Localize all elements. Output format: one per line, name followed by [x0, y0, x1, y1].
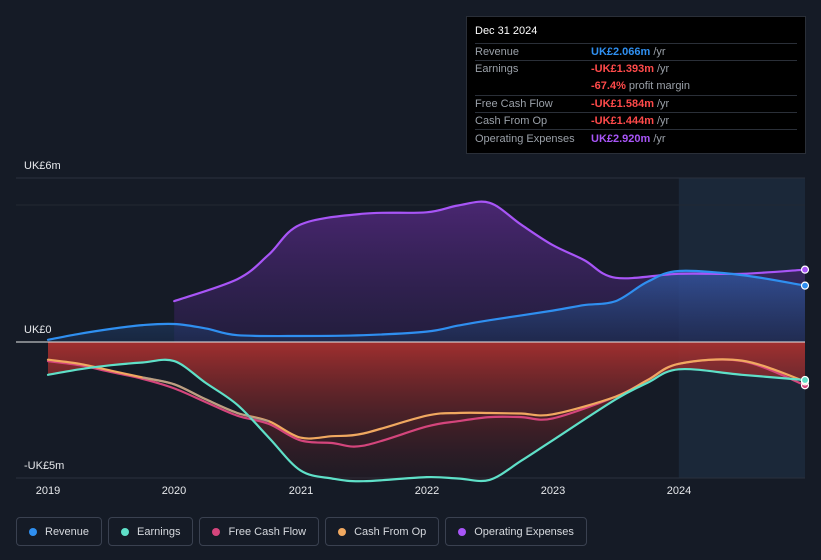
tooltip-unit: /yr	[653, 46, 666, 59]
chart-legend: Revenue Earnings Free Cash Flow Cash Fro…	[16, 517, 587, 546]
tooltip-value: -UK£1.444m	[591, 115, 654, 128]
tooltip-row-earnings: Earnings -UK£1.393m /yr	[475, 60, 797, 77]
legend-dot-icon	[212, 527, 221, 536]
muted-overlap-line	[142, 376, 270, 423]
legend-dot-icon	[121, 527, 130, 536]
tooltip-label: Free Cash Flow	[475, 98, 553, 111]
tooltip-date: Dec 31 2024	[475, 25, 538, 37]
tooltip-unit: /yr	[653, 132, 666, 145]
legend-label: Free Cash Flow	[228, 525, 307, 538]
tooltip-row-profit-margin: -67.4% profit margin	[475, 78, 797, 95]
earnings-area	[48, 342, 805, 482]
operating-expenses-end-point	[800, 265, 810, 274]
tooltip-unit: /yr	[656, 115, 670, 128]
tooltip-label: Cash From Op	[475, 115, 548, 128]
tooltip-label: Revenue	[475, 46, 520, 59]
operating-expenses-line	[173, 200, 807, 303]
legend-label: Cash From Op	[354, 525, 427, 538]
tooltip-unit: /yr	[656, 63, 670, 76]
earnings-end-point	[800, 375, 810, 385]
tooltip-unit: /yr	[656, 98, 670, 111]
y-axis-zero-label: UK£0	[24, 324, 52, 336]
legend-item-free-cash-flow[interactable]: Free Cash Flow	[199, 517, 320, 546]
revenue-end-point	[800, 281, 810, 290]
tooltip-row-revenue: Revenue UK£2.066m /yr	[475, 43, 797, 60]
x-tick-2024: 2024	[666, 485, 692, 497]
tooltip-unit: profit margin	[628, 80, 690, 93]
x-tick-2021: 2021	[288, 485, 314, 497]
tooltip-value: -67.4%	[591, 80, 626, 93]
revenue-area	[48, 270, 805, 342]
tooltip-value: -UK£1.584m	[591, 98, 654, 111]
x-tick-2020: 2020	[161, 485, 187, 497]
legend-dot-icon	[29, 527, 37, 536]
chart-tooltip: Dec 31 2024 Revenue UK£2.066m /yr Earnin…	[466, 16, 806, 154]
legend-item-operating-expenses[interactable]: Operating Expenses	[445, 517, 587, 546]
legend-item-cash-from-op[interactable]: Cash From Op	[325, 517, 440, 546]
legend-dot-icon	[458, 527, 467, 536]
tooltip-value: UK£2.920m	[591, 132, 651, 145]
revenue-line	[46, 269, 807, 341]
tooltip-label: Earnings	[475, 63, 519, 76]
tooltip-value: UK£2.066m	[591, 46, 651, 59]
tooltip-label: Operating Expenses	[475, 132, 575, 145]
tooltip-row-cash-from-op: Cash From Op -UK£1.444m /yr	[475, 112, 797, 129]
legend-item-revenue[interactable]: Revenue	[16, 517, 103, 546]
x-tick-2023: 2023	[540, 485, 566, 497]
x-tick-2019: 2019	[35, 485, 61, 497]
legend-dot-icon	[338, 527, 347, 536]
legend-label: Operating Expenses	[474, 525, 574, 538]
earnings-line	[46, 358, 807, 483]
y-axis-top-label: UK£6m	[24, 160, 61, 172]
legend-label: Earnings	[137, 525, 181, 538]
tooltip-value: -UK£1.393m	[591, 63, 654, 76]
tooltip-row-operating-expenses: Operating Expenses UK£2.920m /yr	[475, 129, 797, 146]
tooltip-row-free-cash-flow: Free Cash Flow -UK£1.584m /yr	[475, 94, 797, 112]
y-axis-bottom-label: -UK£5m	[24, 460, 65, 472]
legend-item-earnings[interactable]: Earnings	[108, 517, 194, 546]
x-tick-2022: 2022	[414, 485, 440, 497]
legend-label: Revenue	[45, 525, 90, 538]
